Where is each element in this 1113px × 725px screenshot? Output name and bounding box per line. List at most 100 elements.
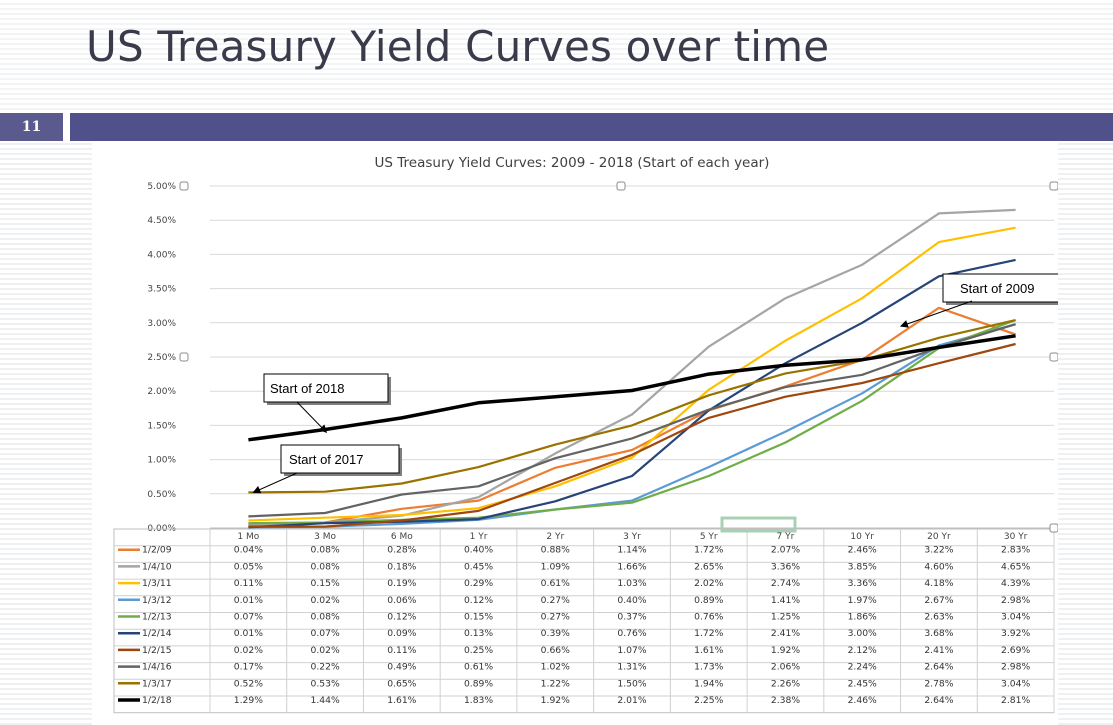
table-cell: 2.24% bbox=[848, 662, 877, 673]
resize-handle[interactable] bbox=[1049, 523, 1058, 533]
y-tick-label: 2.50% bbox=[147, 353, 176, 363]
table-cell: 3.92% bbox=[1001, 628, 1030, 639]
table-cell: 1.29% bbox=[234, 695, 263, 706]
y-tick-label: 5.00% bbox=[147, 182, 176, 192]
table-cell: 3.85% bbox=[848, 561, 877, 572]
table-cell: 2.46% bbox=[848, 695, 877, 706]
table-cell: 1.92% bbox=[771, 645, 800, 656]
table-cell: 1.92% bbox=[541, 695, 570, 706]
chart-title: US Treasury Yield Curves: 2009 - 2018 (S… bbox=[375, 155, 770, 171]
table-cell: 0.61% bbox=[541, 578, 570, 589]
table-cell: 0.25% bbox=[464, 645, 493, 656]
table-cell: 0.52% bbox=[234, 678, 263, 689]
legend-entry: 1/3/17 bbox=[142, 678, 172, 689]
resize-handle[interactable] bbox=[179, 352, 189, 362]
table-cell: 3.22% bbox=[924, 545, 953, 556]
table-cell: 0.89% bbox=[464, 678, 493, 689]
x-category-label: 3 Mo bbox=[314, 532, 336, 542]
table-cell: 0.07% bbox=[234, 612, 263, 623]
table-cell: 1.09% bbox=[541, 561, 570, 572]
table-cell: 4.18% bbox=[924, 578, 953, 589]
y-tick-label: 4.00% bbox=[147, 250, 176, 260]
table-cell: 0.65% bbox=[387, 678, 416, 689]
table-cell: 2.41% bbox=[924, 645, 953, 656]
legend-entry: 1/2/18 bbox=[142, 695, 172, 706]
y-tick-label: 1.00% bbox=[147, 456, 176, 466]
legend-entry: 1/2/13 bbox=[142, 612, 172, 623]
selection-handles[interactable] bbox=[179, 181, 1058, 533]
table-cell: 2.02% bbox=[694, 578, 723, 589]
table-cell: 2.64% bbox=[924, 695, 953, 706]
table-cell: 0.08% bbox=[310, 561, 339, 572]
series-line-1-2-15 bbox=[248, 342, 1016, 528]
legend-entry: 1/3/11 bbox=[142, 578, 172, 589]
table-cell: 1.50% bbox=[617, 678, 646, 689]
resize-handle[interactable] bbox=[616, 181, 626, 191]
table-cell: 1.22% bbox=[541, 678, 570, 689]
table-cell: 2.78% bbox=[924, 678, 953, 689]
table-cell: 1.07% bbox=[617, 645, 646, 656]
x-category-label: 10 Yr bbox=[850, 532, 874, 542]
series-line-1-4-10 bbox=[248, 208, 1016, 526]
y-tick-label: 3.50% bbox=[147, 285, 176, 295]
table-cell: 0.15% bbox=[464, 612, 493, 623]
series-lines bbox=[248, 208, 1016, 529]
table-cell: 4.39% bbox=[1001, 578, 1030, 589]
table-cell: 3.04% bbox=[1001, 678, 1030, 689]
background-stripes-right bbox=[1058, 140, 1113, 725]
table-cell: 0.40% bbox=[464, 545, 493, 556]
table-cell: 0.01% bbox=[234, 595, 263, 606]
series-line-1-2-18 bbox=[248, 334, 1016, 442]
table-cell: 1.14% bbox=[617, 545, 646, 556]
resize-handle[interactable] bbox=[179, 181, 189, 191]
yield-curve-chart[interactable]: US Treasury Yield Curves: 2009 - 2018 (S… bbox=[92, 141, 1058, 725]
series-line-1-2-09 bbox=[248, 306, 1016, 527]
table-cell: 1.41% bbox=[771, 595, 800, 606]
callout-box bbox=[263, 373, 389, 403]
table-cell: 1.66% bbox=[617, 561, 646, 572]
table-cell: 2.38% bbox=[771, 695, 800, 706]
table-cell: 0.11% bbox=[234, 578, 263, 589]
callout-box bbox=[942, 273, 1058, 303]
table-cell: 2.25% bbox=[694, 695, 723, 706]
table-cell: 2.98% bbox=[1001, 595, 1030, 606]
table-cell: 0.02% bbox=[310, 595, 339, 606]
table-cell: 1.03% bbox=[617, 578, 646, 589]
table-cell: 0.09% bbox=[387, 628, 416, 639]
table-cell: 1.72% bbox=[694, 628, 723, 639]
table-cell: 2.07% bbox=[771, 545, 800, 556]
table-cell: 2.06% bbox=[771, 662, 800, 673]
resize-handle[interactable] bbox=[1049, 352, 1058, 362]
table-cell: 2.41% bbox=[771, 628, 800, 639]
table-cell: 2.69% bbox=[1001, 645, 1030, 656]
table-cell: 3.00% bbox=[848, 628, 877, 639]
table-cell: 0.22% bbox=[310, 662, 339, 673]
legend-entry: 1/4/16 bbox=[142, 662, 172, 673]
table-cell: 2.63% bbox=[924, 612, 953, 623]
table-cell: 0.37% bbox=[617, 612, 646, 623]
table-cell: 2.83% bbox=[1001, 545, 1030, 556]
table-cell: 1.31% bbox=[617, 662, 646, 673]
annotations: Start of 2018 Start of 2017 Start of 2009 bbox=[252, 273, 1058, 494]
y-axis-ticks: 0.00%0.50%1.00%1.50%2.00%2.50%3.00%3.50%… bbox=[147, 182, 176, 534]
selected-cell-highlight[interactable] bbox=[720, 516, 797, 533]
callout-label: Start of 2017 bbox=[289, 452, 363, 467]
callout-label: Start of 2018 bbox=[270, 381, 344, 396]
table-cell: 3.04% bbox=[1001, 612, 1030, 623]
table-cell: 0.49% bbox=[387, 662, 416, 673]
table-cell: 0.17% bbox=[234, 662, 263, 673]
table-cell: 0.02% bbox=[310, 645, 339, 656]
chart-frame[interactable]: US Treasury Yield Curves: 2009 - 2018 (S… bbox=[92, 141, 1058, 725]
callout-arrow bbox=[252, 472, 298, 494]
resize-handle[interactable] bbox=[1049, 181, 1058, 191]
table-cell: 1.73% bbox=[694, 662, 723, 673]
table-cell: 1.94% bbox=[694, 678, 723, 689]
legend-entry: 1/3/12 bbox=[142, 595, 172, 606]
table-cell: 0.45% bbox=[464, 561, 493, 572]
table-cell: 1.44% bbox=[310, 695, 339, 706]
x-category-label: 3 Yr bbox=[623, 532, 641, 542]
series-line-1-3-11 bbox=[248, 226, 1016, 522]
table-cell: 1.25% bbox=[771, 612, 800, 623]
table-cell: 3.68% bbox=[924, 628, 953, 639]
table-cell: 4.65% bbox=[1001, 561, 1030, 572]
